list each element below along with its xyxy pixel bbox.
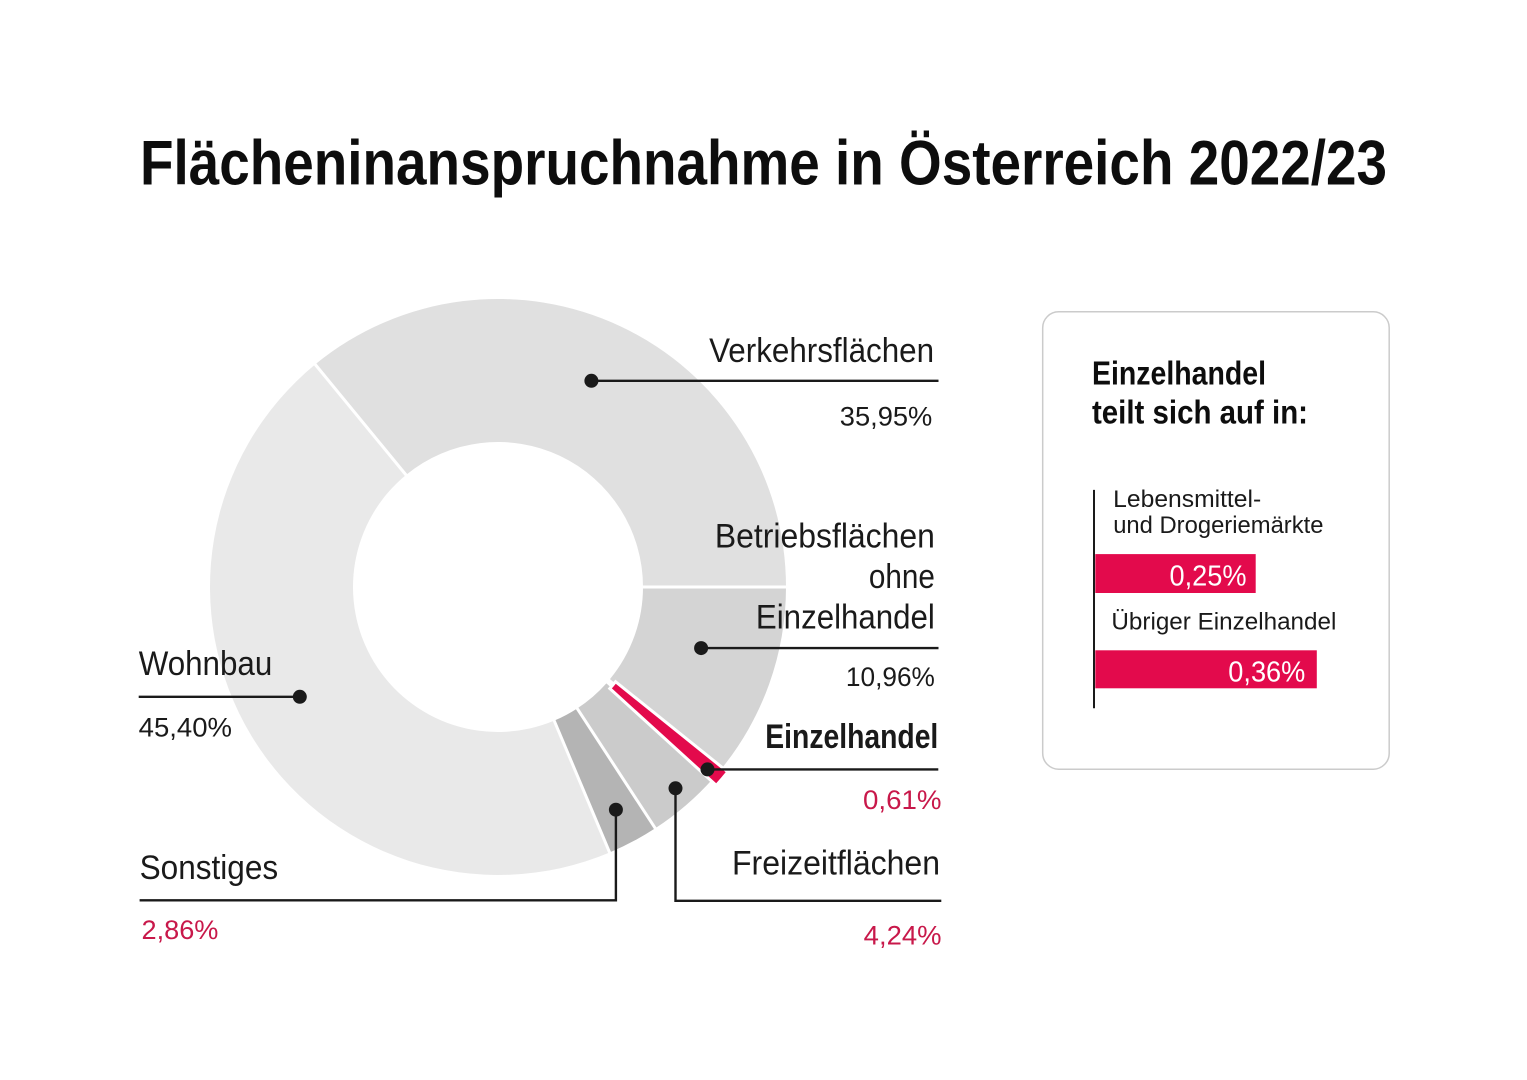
svg-text:0,36%: 0,36% — [1228, 657, 1305, 689]
svg-text:Einzelhandel: Einzelhandel — [756, 598, 935, 636]
svg-text:ohne: ohne — [869, 558, 935, 596]
svg-text:Wohnbau: Wohnbau — [139, 645, 273, 683]
svg-text:Übriger Einzelhandel: Übriger Einzelhandel — [1111, 608, 1336, 635]
svg-text:Einzelhandel: Einzelhandel — [765, 718, 938, 756]
svg-text:Verkehrsflächen: Verkehrsflächen — [709, 332, 934, 370]
svg-text:und Drogeriemärkte: und Drogeriemärkte — [1113, 512, 1323, 539]
svg-text:teilt sich auf in:: teilt sich auf in: — [1092, 394, 1308, 431]
svg-text:Lebensmittel-: Lebensmittel- — [1113, 486, 1261, 513]
svg-text:4,24%: 4,24% — [864, 921, 942, 951]
svg-text:Einzelhandel: Einzelhandel — [1092, 354, 1266, 391]
svg-text:2,86%: 2,86% — [142, 915, 219, 945]
svg-text:Sonstiges: Sonstiges — [140, 849, 279, 887]
svg-text:0,61%: 0,61% — [863, 785, 942, 815]
svg-text:10,96%: 10,96% — [846, 662, 935, 692]
svg-text:Flächeninanspruchnahme in Öste: Flächeninanspruchnahme in Österreich 202… — [140, 129, 1387, 199]
svg-text:Freizeitflächen: Freizeitflächen — [732, 845, 940, 883]
svg-text:35,95%: 35,95% — [840, 402, 933, 432]
svg-text:0,25%: 0,25% — [1170, 561, 1247, 593]
svg-text:Betriebsflächen: Betriebsflächen — [715, 518, 935, 556]
svg-text:45,40%: 45,40% — [139, 712, 232, 742]
